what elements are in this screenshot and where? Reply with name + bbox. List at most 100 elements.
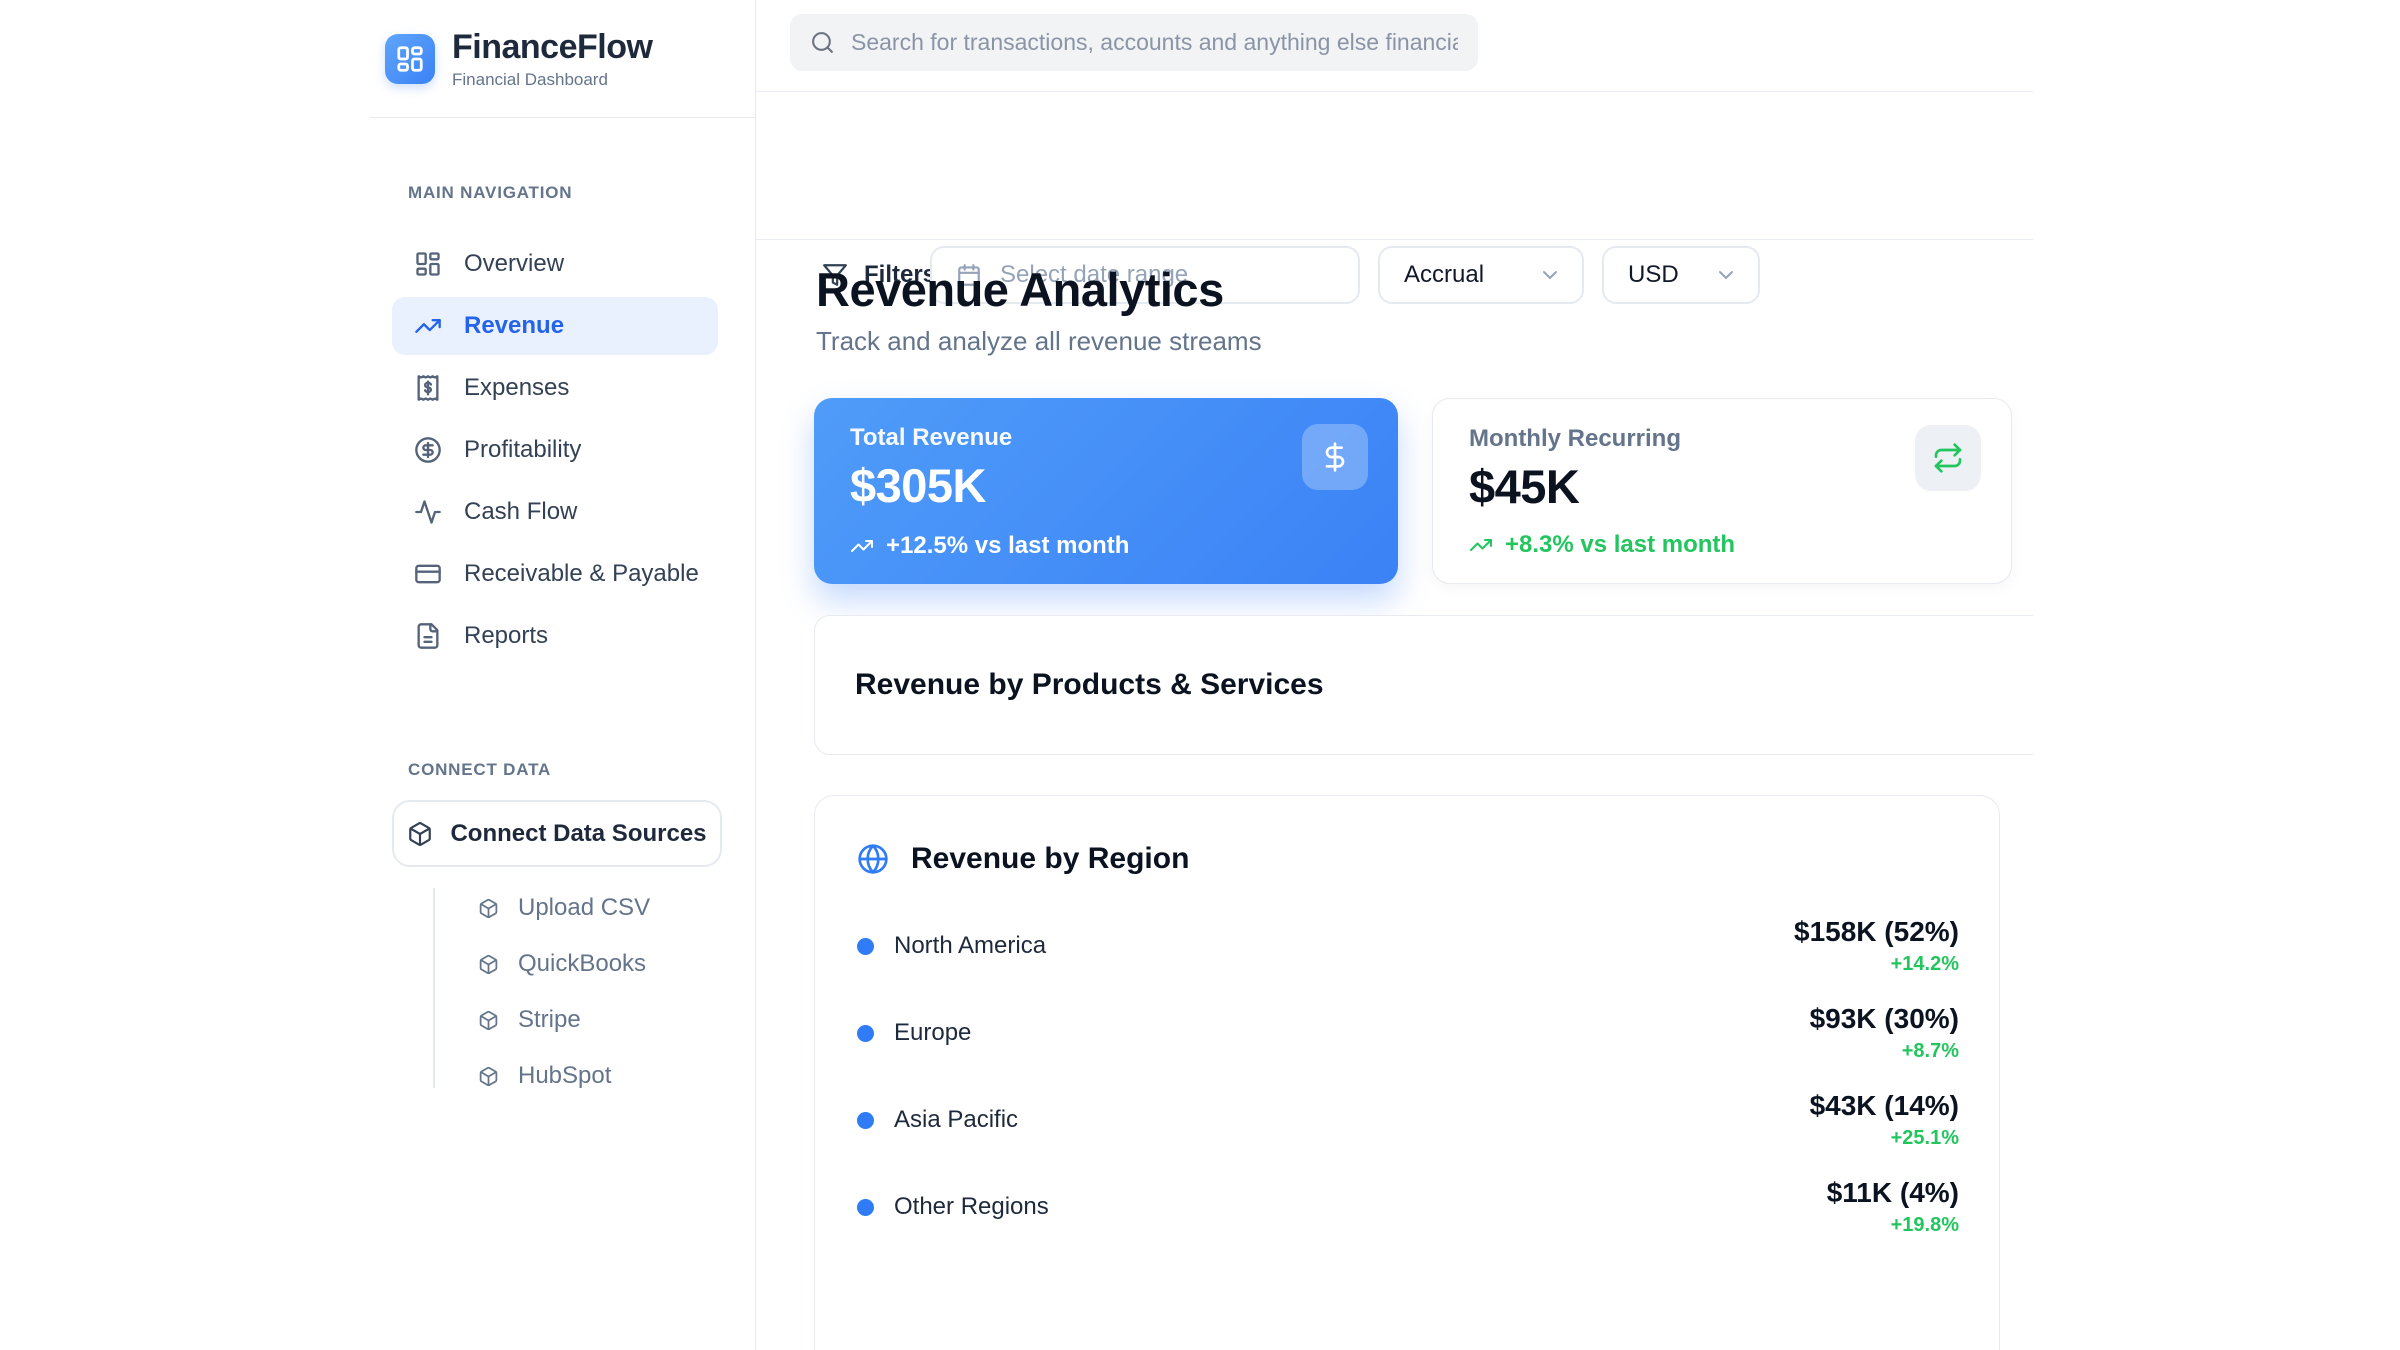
region-value: $43K (14%) [1809, 1090, 1959, 1121]
currency-value: USD [1628, 261, 1679, 288]
search-icon [810, 30, 835, 55]
sidebar-item-label: Cash Flow [464, 498, 578, 525]
brand-logo-icon [385, 33, 435, 84]
trending-up-icon [1469, 533, 1493, 557]
source-list-guide-line [433, 888, 435, 1088]
global-search[interactable] [790, 14, 1478, 71]
stat-value: $305K [850, 459, 987, 512]
region-row-north-america: North America $158K (52%) +14.2% [857, 914, 1959, 978]
accounting-method-select[interactable]: Accrual [1378, 246, 1584, 304]
revenue-by-region-title: Revenue by Region [911, 842, 1190, 875]
brand: FinanceFlow Financial Dashboard [370, 0, 755, 118]
activity-icon [414, 498, 442, 526]
connect-data-sources-label: Connect Data Sources [450, 819, 707, 847]
trending-up-icon [850, 534, 874, 558]
region-dot-icon [857, 1024, 874, 1042]
source-item-quickbooks[interactable]: QuickBooks [478, 944, 650, 984]
sidebar: FinanceFlow Financial Dashboard MAIN NAV… [0, 0, 756, 1350]
filters-button[interactable]: Filters [822, 246, 936, 304]
total-revenue-card: Total Revenue $305K +12.5% vs last month [814, 398, 1398, 584]
revenue-by-region-card: Revenue by Region North America $158K (5… [814, 795, 2000, 1350]
calendar-icon [956, 262, 982, 288]
connect-data-sources-button[interactable]: Connect Data Sources [392, 800, 722, 867]
sidebar-item-cash-flow[interactable]: Cash Flow [392, 483, 718, 541]
revenue-by-products-card: Revenue by Products & Services [814, 615, 2033, 755]
monthly-recurring-card: Monthly Recurring $45K +8.3% vs last mon… [1432, 398, 2012, 584]
region-dot-icon [857, 1111, 874, 1129]
cube-icon [478, 954, 499, 975]
revenue-by-products-title: Revenue by Products & Services [855, 668, 1324, 701]
accounting-method-value: Accrual [1404, 261, 1485, 288]
nav-section-label: MAIN NAVIGATION [408, 183, 573, 202]
source-item-upload-csv[interactable]: Upload CSV [478, 888, 650, 928]
source-item-label: QuickBooks [518, 950, 647, 977]
region-change: +19.8% [1890, 1214, 1959, 1236]
sidebar-item-label: Overview [464, 250, 565, 277]
date-range-picker[interactable]: Select date range [930, 246, 1360, 304]
sidebar-item-label: Reports [464, 622, 549, 649]
main-content: Filters Select date range Accrual [756, 0, 2033, 1350]
brand-tagline: Financial Dashboard [452, 69, 608, 89]
layout-dashboard-icon [414, 250, 442, 278]
top-header [756, 0, 2033, 92]
cube-icon [478, 1010, 499, 1031]
region-dot-icon [857, 937, 874, 955]
region-change: +14.2% [1890, 953, 1959, 975]
credit-card-icon [414, 560, 442, 588]
source-item-hubspot[interactable]: HubSpot [478, 1056, 650, 1096]
filters-bar: Filters Select date range Accrual [756, 92, 2033, 304]
region-row-asia-pacific: Asia Pacific $43K (14%) +25.1% [857, 1088, 1959, 1152]
region-name: North America [894, 932, 1047, 959]
sidebar-item-expenses[interactable]: Expenses [392, 359, 718, 417]
trending-up-icon [414, 312, 442, 340]
stat-change: +8.3% vs last month [1469, 531, 1735, 559]
region-value: $158K (52%) [1794, 916, 1959, 947]
sidebar-item-reports[interactable]: Reports [392, 607, 718, 665]
search-input[interactable] [851, 29, 1458, 56]
source-item-label: Upload CSV [518, 894, 651, 921]
repeat-icon [1915, 425, 1981, 491]
date-range-placeholder: Select date range [1000, 261, 1189, 288]
globe-icon [857, 843, 889, 875]
cube-icon [478, 898, 499, 919]
stat-change: +12.5% vs last month [850, 532, 1129, 560]
main-navigation: Overview Revenue Expenses [392, 235, 718, 669]
sidebar-item-label: Profitability [464, 436, 582, 463]
file-text-icon [414, 622, 442, 650]
cube-icon [478, 1066, 499, 1087]
page-title: Revenue Analytics [816, 263, 1224, 316]
app-viewport: FinanceFlow Financial Dashboard MAIN NAV… [0, 0, 2033, 1350]
filters-label: Filters [864, 261, 937, 288]
sidebar-item-label: Expenses [464, 374, 570, 401]
source-item-stripe[interactable]: Stripe [478, 1000, 650, 1040]
region-value: $93K (30%) [1809, 1003, 1959, 1034]
region-name: Other Regions [894, 1193, 1049, 1220]
stat-value: $45K [1469, 460, 1580, 513]
region-dot-icon [857, 1198, 874, 1216]
source-item-label: Stripe [518, 1006, 581, 1033]
circle-dollar-icon [414, 436, 442, 464]
region-row-other-regions: Other Regions $11K (4%) +19.8% [857, 1175, 1959, 1239]
region-name: Europe [894, 1019, 972, 1046]
region-list: North America $158K (52%) +14.2% Europe … [857, 914, 1959, 1239]
sidebar-item-revenue[interactable]: Revenue [392, 297, 718, 355]
region-row-europe: Europe $93K (30%) +8.7% [857, 1001, 1959, 1065]
region-value: $11K (4%) [1826, 1177, 1959, 1208]
sidebar-item-receivable-payable[interactable]: Receivable & Payable [392, 545, 718, 603]
page-subtitle: Track and analyze all revenue streams [816, 326, 1262, 356]
currency-select[interactable]: USD [1602, 246, 1760, 304]
source-item-label: HubSpot [518, 1062, 612, 1089]
sidebar-item-overview[interactable]: Overview [392, 235, 718, 293]
sidebar-item-profitability[interactable]: Profitability [392, 421, 718, 479]
revenue-by-region-header: Revenue by Region [857, 836, 1959, 882]
data-source-list: Upload CSV QuickBooks St [478, 888, 650, 1112]
region-change: +8.7% [1901, 1040, 1959, 1062]
chevron-down-icon [1538, 263, 1562, 287]
dollar-sign-icon [1302, 424, 1368, 490]
chevron-down-icon [1714, 263, 1738, 287]
connect-section-label: CONNECT DATA [408, 760, 552, 779]
brand-name: FinanceFlow [452, 27, 653, 66]
stat-label: Monthly Recurring [1469, 425, 1682, 452]
region-change: +25.1% [1890, 1127, 1959, 1149]
stat-label: Total Revenue [850, 424, 1013, 451]
